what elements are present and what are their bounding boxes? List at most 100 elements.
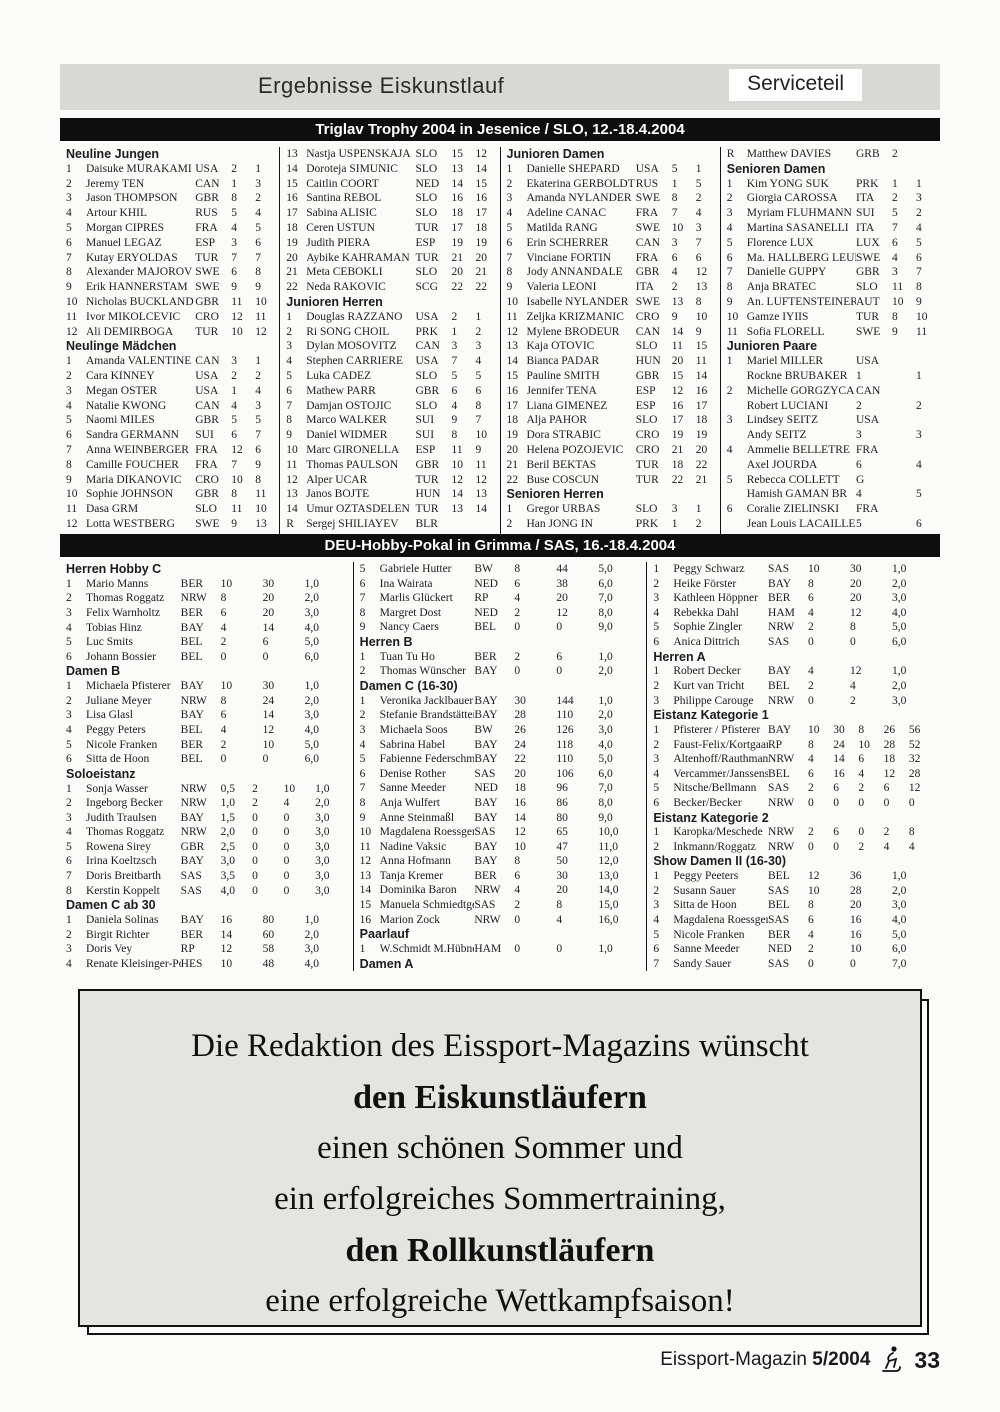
- result-row: 3 Dylan MOSOVITZ CAN 3 3: [286, 339, 493, 354]
- score-cell: 16: [850, 914, 862, 927]
- rank-cell: 2: [653, 738, 660, 751]
- score-cell: 2: [858, 840, 865, 853]
- score-cell: 0: [858, 796, 865, 809]
- region-cell: NRW: [474, 913, 501, 926]
- country-cell: SLO: [415, 266, 438, 279]
- score-cell: 48: [262, 957, 275, 970]
- rank-cell: 1: [653, 563, 660, 575]
- name-cell: Nicholas BUCKLAND: [86, 295, 194, 308]
- name-cell: Umur OZTASDELEN: [306, 503, 410, 516]
- category-group: Neuline Jungen 1 Daisuke MURAKAMI USA 2 1 2 Je…: [66, 147, 273, 339]
- score-cell: 0: [252, 840, 258, 853]
- country-cell: FRA: [195, 458, 218, 471]
- rank-cell: 3: [66, 192, 72, 205]
- country-cell: USA: [415, 310, 439, 323]
- country-cell: ITA: [856, 221, 875, 234]
- rank-cell: 7: [506, 251, 513, 264]
- region-cell: BEL: [768, 870, 790, 883]
- country-cell: USA: [195, 369, 219, 382]
- result-row: 12 Alper UCAR TUR 12 12: [286, 473, 493, 488]
- notice-line: ein erfolgreiches Sommertraining,: [274, 1181, 726, 1217]
- result-row: 4 Martina SASANELLI ITA 7 4: [727, 221, 934, 236]
- score-a-cell: 2: [892, 148, 898, 160]
- score-b-cell: 6: [255, 443, 261, 456]
- country-cell: FRA: [856, 443, 879, 456]
- name-cell: Naomi MILES: [86, 414, 155, 427]
- country-cell: GBR: [856, 266, 880, 279]
- region-cell: BAY: [474, 753, 498, 766]
- score-cell: 0: [283, 870, 290, 883]
- results-column: Neuline Jungen 1 Daisuke MURAKAMI USA 2 1 2 Je…: [60, 147, 279, 534]
- score-b-cell: 11: [475, 458, 487, 471]
- result-row: 1 Peggy Schwarz SAS 10 30 1,0: [653, 562, 934, 577]
- category-group: Senioren Herren 1 Gregor URBAS SLO 3 1 2 Han J…: [507, 487, 714, 531]
- score-b-cell: 2: [475, 325, 482, 338]
- score-cell: 8: [808, 899, 814, 912]
- result-row: 1 Gregor URBAS SLO 3 1: [507, 502, 714, 517]
- rank-cell: 4: [66, 723, 72, 736]
- rank-cell: 10: [359, 826, 372, 839]
- score-cell: 20: [850, 577, 862, 590]
- rank-cell: 22: [506, 473, 519, 486]
- country-cell: RUS: [635, 177, 659, 190]
- score-cell: 6,0: [598, 767, 613, 780]
- score-a-cell: [892, 354, 916, 369]
- region-cell: NRW: [768, 840, 795, 853]
- score-cell: 6,0: [304, 650, 320, 663]
- region-cell: BER: [180, 928, 204, 941]
- rank-cell: 4: [506, 207, 513, 220]
- result-row: 8 Kerstin Koppelt SAS 4,0 0 0 3,0: [66, 884, 347, 899]
- country-cell: ITA: [635, 281, 654, 294]
- score-a-cell: [892, 517, 916, 532]
- column-groups: Neuline Jungen 1 Daisuke MURAKAMI USA 2 1 2 Je…: [66, 147, 273, 532]
- category-header: Damen B: [66, 664, 121, 679]
- name-cell: Nitsche/Bellmann: [673, 782, 757, 795]
- name-cell: Gamze IYIIS: [746, 310, 809, 323]
- name-cell: Stephen CARRIERE: [306, 355, 404, 368]
- result-row: 9 Nancy Caers BEL 0 0 9,0: [360, 620, 641, 635]
- region-cell: RP: [768, 738, 783, 751]
- name-cell: Mathew PARR: [306, 384, 376, 397]
- score-cell: 3,0: [304, 709, 320, 722]
- rank-cell: 4: [66, 621, 72, 634]
- result-row: 2 Ingeborg Becker NRW 1,0 2 4 2,0: [66, 796, 347, 811]
- region-cell: BAY: [474, 840, 498, 853]
- rank-cell: 14: [506, 355, 519, 368]
- score-b-cell: 13: [475, 488, 488, 501]
- rank-cell: 8: [286, 414, 292, 427]
- score-cell: 4,0: [598, 738, 613, 751]
- score-cell: 2,0: [892, 577, 907, 590]
- country-cell: CRO: [635, 443, 660, 456]
- name-cell: Peggy Schwarz: [673, 563, 745, 575]
- score-cell: 16: [850, 928, 862, 941]
- score-cell: 15,0: [598, 899, 619, 912]
- rank-cell: 18: [506, 414, 519, 427]
- score-cell: 24: [262, 694, 275, 707]
- scores: 2 12 8,0: [514, 606, 640, 621]
- rank-cell: 12: [359, 855, 372, 868]
- name-cell: Sandy Sauer: [673, 957, 732, 970]
- rank-cell: 5: [66, 636, 72, 649]
- score-cell: 5,0: [304, 738, 320, 751]
- score-cell: 36: [850, 870, 862, 883]
- name-cell: Adeline CANAC: [526, 207, 607, 220]
- result-row: 6 Manuel LEGAZ ESP 3 6: [66, 236, 273, 251]
- rank-cell: 9: [286, 429, 292, 442]
- score-cell: 0: [556, 665, 563, 678]
- name-cell: Sophie JOHNSON: [86, 488, 174, 501]
- country-cell: PRK: [635, 517, 659, 530]
- score-cell: 1,0: [220, 797, 236, 810]
- name-cell: Manuela Schmiedtgen: [379, 899, 475, 912]
- result-row: 13 Tanja Kremer BER 6 30 13,0: [360, 869, 641, 884]
- score-cell: 6: [514, 869, 521, 882]
- rank-cell: 1: [726, 355, 733, 368]
- country-cell: TUR: [415, 221, 439, 234]
- result-row: 5 Rowena Sirey GBR 2,5 0 0 3,0: [66, 840, 347, 855]
- score-cell: 2: [883, 826, 890, 839]
- rank-cell: 6: [66, 429, 72, 442]
- name-cell: Peggy Peeters: [673, 870, 739, 883]
- result-row: Andy SEITZ 3 3: [727, 428, 934, 443]
- score-a-cell: 5: [231, 207, 237, 220]
- score-cell: 9,0: [598, 811, 613, 824]
- category-group: Damen C (16-30) 1 Veronika Jacklbauer BAY 3…: [360, 679, 641, 927]
